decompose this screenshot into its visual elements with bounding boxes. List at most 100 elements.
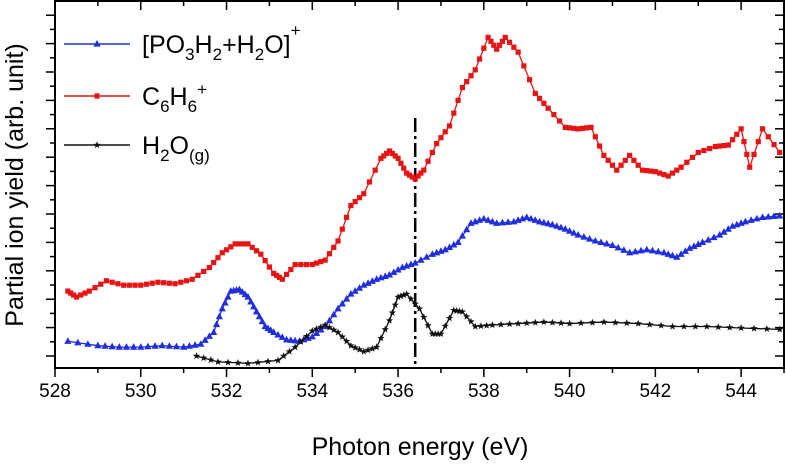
data-point xyxy=(390,268,398,276)
data-point xyxy=(180,343,188,350)
data-point xyxy=(197,340,205,347)
data-point xyxy=(245,241,251,247)
y-axis-title: Partial ion yield (arb. unit) xyxy=(1,43,29,326)
legend-label: C6H6+ xyxy=(142,80,207,116)
data-point xyxy=(751,151,757,158)
data-point xyxy=(205,332,213,339)
data-point xyxy=(712,143,718,150)
data-point xyxy=(459,84,465,91)
data-point xyxy=(488,321,497,329)
data-point xyxy=(255,312,264,320)
data-point xyxy=(496,42,503,48)
data-point xyxy=(451,110,457,116)
data-point xyxy=(292,261,298,268)
data-point xyxy=(458,232,466,239)
data-point xyxy=(605,157,611,163)
data-point xyxy=(155,279,161,285)
data-point xyxy=(523,213,531,220)
data-point xyxy=(394,265,402,273)
data-point xyxy=(631,247,639,255)
data-point xyxy=(331,244,337,250)
data-point xyxy=(65,288,71,294)
data-point xyxy=(764,212,772,220)
data-point xyxy=(361,191,367,197)
data-point xyxy=(391,301,399,308)
data-point xyxy=(455,97,461,103)
data-point xyxy=(661,171,667,178)
legend-label: [PO3H2+H2O]+ xyxy=(142,21,301,64)
data-point xyxy=(565,319,574,327)
data-point xyxy=(570,229,578,236)
data-point xyxy=(200,354,208,362)
legend: [PO3H2+H2O]+ C6H6+ H2O(g) xyxy=(64,21,301,165)
data-point xyxy=(657,321,665,329)
data-point xyxy=(725,142,731,148)
data-point xyxy=(236,241,242,247)
data-point xyxy=(343,294,351,302)
data-point xyxy=(407,295,415,303)
data-point xyxy=(521,63,527,69)
data-point xyxy=(165,342,173,349)
data-point xyxy=(597,238,605,246)
data-point xyxy=(121,282,127,288)
data-point xyxy=(250,302,258,310)
data-point xyxy=(404,170,410,176)
data-point xyxy=(338,299,346,307)
data-point xyxy=(571,125,577,131)
data-point xyxy=(411,259,419,266)
data-point xyxy=(484,216,492,223)
data-point xyxy=(477,322,485,330)
data-point xyxy=(750,324,758,332)
data-point xyxy=(584,125,590,131)
data-point xyxy=(258,317,266,325)
x-tick-label: 532 xyxy=(211,381,243,402)
data-point xyxy=(355,345,364,353)
data-point xyxy=(471,322,479,330)
data-point xyxy=(557,319,565,327)
data-point xyxy=(215,255,221,261)
data-point xyxy=(397,292,405,300)
data-point xyxy=(680,322,688,330)
data-point xyxy=(580,233,588,240)
data-point xyxy=(271,270,277,276)
data-point xyxy=(388,308,396,316)
data-point xyxy=(381,153,387,159)
data-point xyxy=(591,236,599,244)
data-point xyxy=(726,323,734,331)
data-point xyxy=(326,251,333,257)
data-point xyxy=(415,305,424,312)
data-point xyxy=(201,268,207,275)
data-point xyxy=(385,316,394,324)
data-point xyxy=(694,240,702,247)
data-point xyxy=(627,152,633,158)
data-point xyxy=(586,234,594,242)
data-point xyxy=(291,336,299,344)
data-point xyxy=(657,170,663,176)
data-point xyxy=(423,253,431,260)
data-point xyxy=(122,343,131,350)
data-point xyxy=(224,293,232,300)
data-point xyxy=(126,282,132,288)
data-point xyxy=(219,250,225,256)
data-point xyxy=(464,79,470,85)
data-point xyxy=(497,320,505,328)
data-point xyxy=(698,238,707,246)
data-point xyxy=(577,319,585,327)
data-point xyxy=(669,170,676,176)
data-point xyxy=(366,179,373,185)
data-point xyxy=(308,332,316,340)
data-point xyxy=(493,219,501,226)
data-point xyxy=(93,40,101,47)
data-point xyxy=(660,248,668,256)
data-point xyxy=(588,318,597,326)
data-point xyxy=(681,247,689,254)
data-point xyxy=(441,245,449,253)
data-point xyxy=(541,100,547,106)
data-point xyxy=(614,167,620,173)
data-point xyxy=(192,352,201,360)
data-point xyxy=(545,105,551,111)
data-point xyxy=(424,321,432,329)
data-point xyxy=(561,225,569,232)
x-tick-label: 538 xyxy=(468,381,500,402)
data-point xyxy=(228,244,234,250)
